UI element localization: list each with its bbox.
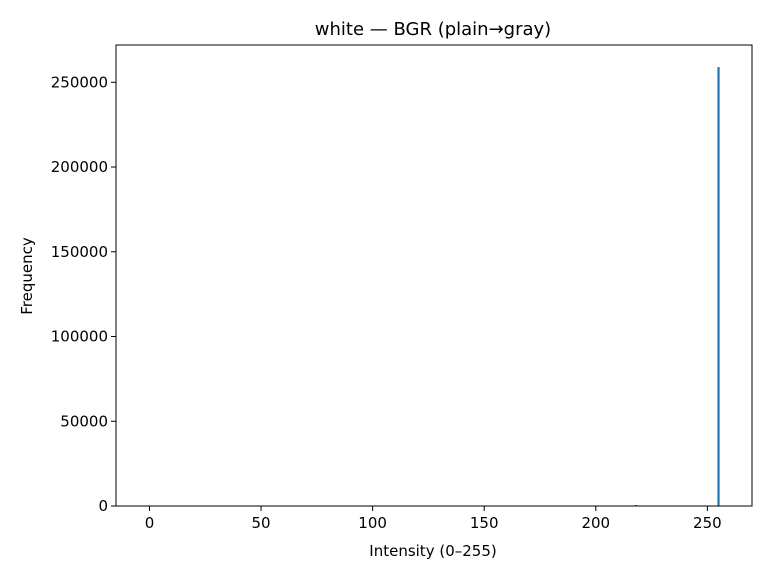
x-axis-label: Intensity (0–255)	[369, 542, 496, 560]
x-tick-label: 200	[581, 514, 610, 532]
x-tick-label: 250	[693, 514, 722, 532]
bars-layer	[634, 67, 720, 507]
x-tick-label: 100	[358, 514, 387, 532]
histogram-bar	[717, 67, 720, 507]
x-tick-label: 0	[145, 514, 155, 532]
y-axis-label: Frequency	[18, 237, 36, 315]
y-tick-label: 50000	[60, 412, 108, 430]
chart-title: white — BGR (plain→gray)	[315, 19, 551, 40]
y-tick-label: 150000	[51, 243, 108, 261]
y-axis-ticks: 0 50000 100000 150000 200000 250000	[51, 73, 116, 515]
y-tick-label: 200000	[51, 158, 108, 176]
plot-frame	[115, 44, 753, 507]
y-tick-label: 250000	[51, 73, 108, 91]
x-axis-ticks: 0 50 100 150 200 250	[145, 506, 722, 532]
y-tick-label: 100000	[51, 328, 108, 346]
x-tick-label: 150	[470, 514, 499, 532]
x-tick-label: 50	[252, 514, 271, 532]
y-tick-label: 0	[98, 497, 108, 515]
